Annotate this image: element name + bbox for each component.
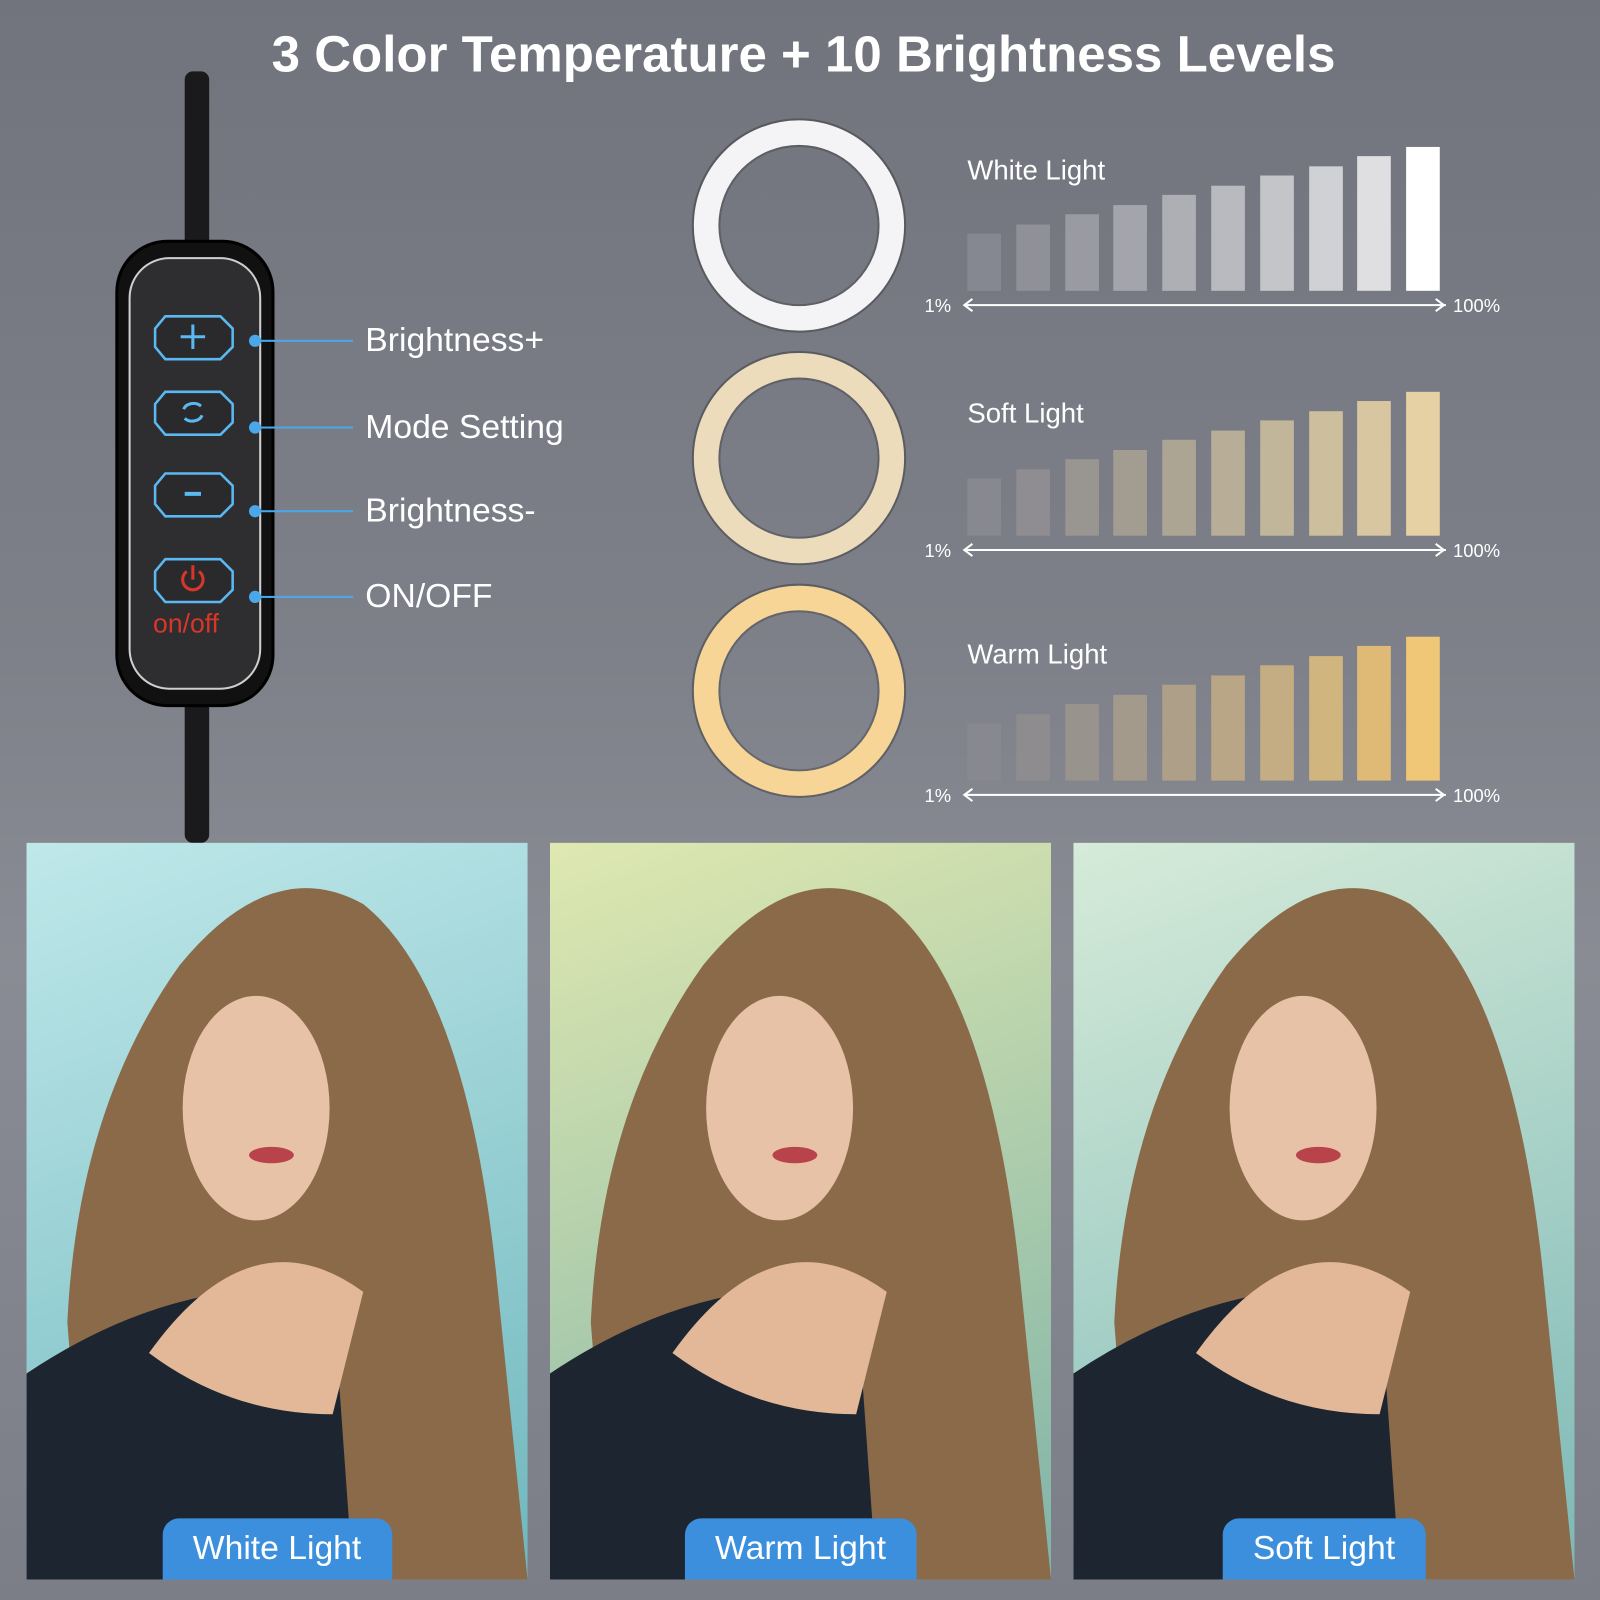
brightness-bar [967,233,1002,291]
brightness-bar [1308,166,1343,291]
sample-photo: White Light [26,842,528,1580]
callout-dot [248,421,262,434]
brightness-bar [1064,704,1099,781]
brightness-bar [1016,224,1050,291]
callout-line [259,426,354,429]
ring-light-0 [693,120,905,331]
brightness-bar [967,478,1002,536]
scale-min: 1% [924,295,952,317]
brightness-bar [1162,684,1197,781]
brightness-bar [1113,449,1148,536]
scale-arrow [962,787,1446,802]
callout-dot [248,334,262,347]
brightness-bar [1016,468,1050,536]
brightness-bar [1406,391,1440,536]
plus-button[interactable] [153,314,234,361]
brightness-bar [1357,401,1392,536]
brightness-bar [1211,185,1245,291]
brightness-bar [1162,440,1197,536]
brightness-bar [967,723,1002,781]
mode-name: Soft Light [967,397,1084,429]
cable-bottom [184,693,210,843]
brightness-bar [1357,646,1392,781]
brightness-bar [1308,411,1343,536]
brightness-bar [1113,694,1148,781]
sample-photo: Warm Light [549,842,1052,1580]
portrait-illustration [1073,888,1575,1580]
power-button[interactable] [153,557,234,604]
brightness-bar [1406,146,1440,291]
page-title: 3 Color Temperature + 10 Brightness Leve… [271,25,1336,83]
button-label: Mode Setting [365,407,564,445]
brightness-bar [1064,459,1099,536]
scale-max: 100% [1453,785,1501,807]
power-icon [153,557,234,604]
cable-top [184,71,210,256]
mode-name: Warm Light [967,638,1108,670]
brightness-chart: Soft Light 1% 100% [918,378,1510,582]
minus-button[interactable] [153,471,234,518]
brightness-bar [1406,636,1440,781]
brightness-bar [1259,665,1294,781]
brightness-bar [1357,156,1392,291]
brightness-bar [1162,195,1197,291]
scale-min: 1% [924,540,952,562]
scale-min: 1% [924,785,952,807]
plus-icon [153,315,234,361]
button-label: Brightness- [365,490,536,529]
callout-line [259,510,354,513]
minus-icon [153,472,234,518]
brightness-bar [1259,175,1294,291]
callout-dot [248,590,262,604]
brightness-bar [1016,713,1050,781]
brightness-bar [1211,430,1245,536]
brightness-bar [1259,420,1294,536]
mode-name: White Light [967,155,1106,186]
scale-max: 100% [1453,295,1501,317]
button-label: ON/OFF [365,576,493,615]
scale-arrow [962,543,1446,557]
brightness-bar [1064,214,1099,291]
callout-dot [248,505,262,518]
brightness-bar [1308,655,1343,781]
photo-label: Soft Light [1222,1518,1426,1580]
callout-line [259,595,354,598]
scale-max: 100% [1453,540,1501,562]
ring-light-2 [693,585,905,796]
ring-light-1 [693,353,905,564]
photo-label: Warm Light [684,1518,917,1580]
onoff-text: on/off [153,608,219,639]
portrait-illustration [549,888,1052,1580]
brightness-bar [1113,204,1148,291]
sample-photo: Soft Light [1073,842,1575,1580]
callout-line [259,339,354,342]
portrait-illustration [26,888,528,1580]
cycle-icon [153,390,234,436]
brightness-bar [1211,675,1245,781]
button-label: Brightness+ [365,320,545,359]
photo-label: White Light [162,1518,392,1580]
brightness-chart: White Light 1% 100% [918,133,1510,337]
cycle-button[interactable] [153,390,234,436]
scale-arrow [962,298,1446,313]
brightness-chart: Warm Light 1% 100% [918,622,1510,826]
